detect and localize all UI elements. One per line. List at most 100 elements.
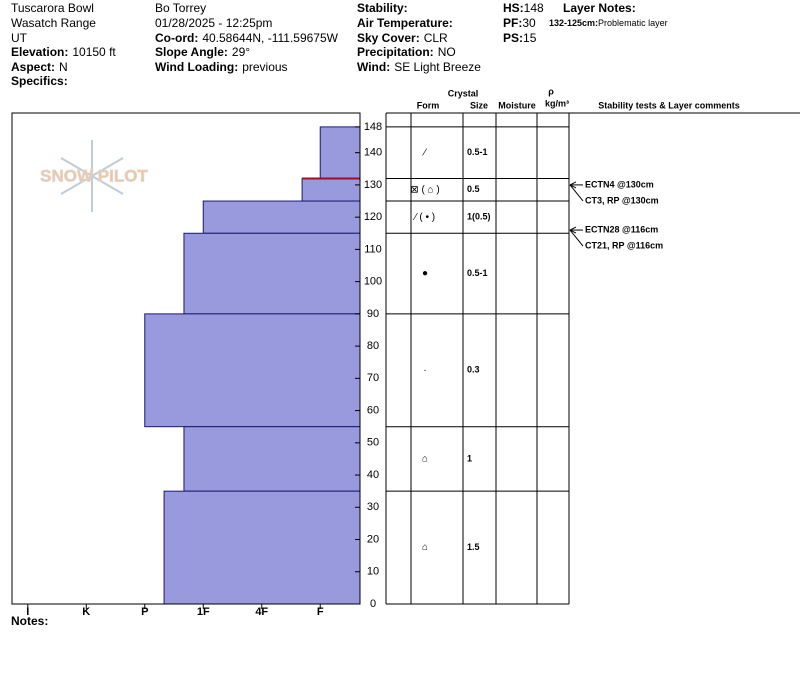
x-tick-label: 4F — [255, 606, 268, 618]
y-tick-label: 120 — [364, 211, 382, 223]
text-part: Stability: — [357, 1, 408, 15]
crystal-size: 0.5-1 — [467, 268, 488, 278]
text-part: Wind Loading: — [155, 60, 238, 74]
crystal-form: ⌂ — [422, 454, 428, 465]
text-part: N — [59, 60, 68, 74]
header-field: PS:15 — [503, 31, 537, 45]
y-tick-label: 10 — [367, 566, 379, 578]
text-part: 148 — [524, 1, 544, 15]
crystal-form: ⁄ — [421, 147, 427, 158]
crystal-size: 0.5 — [467, 184, 480, 194]
hardness-bar — [183, 426, 361, 492]
header-field: Specifics: — [11, 74, 68, 88]
text-part: Slope Angle: — [155, 45, 228, 59]
test-connector — [569, 184, 584, 202]
y-tick-label: 40 — [367, 469, 379, 481]
header-field: Air Temperature: — [357, 16, 453, 30]
text-part: Air Temperature: — [357, 16, 453, 30]
header-field: 01/28/2025 - 12:25pm — [155, 16, 272, 30]
text-part: Problematic layer — [598, 18, 668, 28]
crystal-size: 0.3 — [467, 365, 480, 375]
text-part: Aspect: — [11, 60, 55, 74]
y-tick-label: 110 — [364, 243, 382, 255]
y-tick-label: 50 — [367, 437, 379, 449]
y-tick-label: 100 — [364, 276, 382, 288]
notes-label: Notes: — [11, 614, 48, 628]
x-tick-label: I — [26, 606, 29, 618]
hardness-bar — [301, 177, 361, 202]
layer-note: 132-125cm:Problematic layer — [549, 18, 668, 28]
test-connector — [569, 229, 584, 247]
header-field: Sky Cover: CLR — [357, 31, 448, 45]
crystal-size: 1 — [467, 453, 472, 463]
header-field: PF:30 — [503, 16, 536, 30]
layer-notes-title: Layer Notes: — [563, 1, 636, 15]
header-field: Stability: — [357, 1, 408, 15]
header-field: UT — [11, 31, 28, 45]
logo — [60, 140, 124, 212]
header-field: Bo Torrey — [155, 1, 206, 15]
col-header: Stability tests & Layer comments — [598, 100, 740, 110]
header-field: Tuscarora Bowl — [11, 1, 94, 15]
text-part: previous — [242, 60, 287, 74]
col-header: Moisture — [498, 100, 536, 110]
crystal-size: 0.5-1 — [467, 147, 488, 157]
y-tick-label: 20 — [367, 533, 379, 545]
y-tick-label: 140 — [364, 147, 382, 159]
col-header: Form — [417, 100, 440, 110]
text-part: 29° — [232, 45, 250, 59]
text-part: Sky Cover: — [357, 31, 420, 45]
header-field: Elevation: 10150 ft — [11, 45, 116, 59]
text-part: PF: — [503, 16, 522, 30]
header-field: Wind: SE Light Breeze — [357, 60, 481, 74]
col-header: Size — [470, 100, 488, 110]
text-part: Co-ord: — [155, 31, 198, 45]
x-tick-label: P — [141, 606, 148, 618]
text-part: Precipitation: — [357, 45, 434, 59]
y-tick-label: 130 — [364, 179, 382, 191]
stability-test: ECTN4 @130cm — [585, 179, 654, 189]
crystal-form: ⁄ ( • ) — [412, 212, 435, 223]
hardness-bar — [144, 313, 361, 428]
text-part: Wind: — [357, 60, 390, 74]
crystal-size: 1(0.5) — [467, 212, 491, 222]
col-header: kg/m³ — [545, 98, 569, 108]
y-tick-label: 80 — [367, 340, 379, 352]
stability-test: CT21, RP @116cm — [585, 240, 663, 250]
text-part: 10150 ft — [72, 45, 116, 59]
crystal-form: · — [423, 365, 426, 376]
header-field: Wasatch Range — [11, 16, 96, 30]
text-part: 132-125cm: — [549, 18, 598, 28]
y-tick-label: 60 — [367, 404, 379, 416]
header-field: Co-ord: 40.58644N, -111.59675W — [155, 31, 339, 45]
header-field: Slope Angle: 29° — [155, 45, 250, 59]
text-part: HS: — [503, 1, 524, 15]
hardness-bar — [319, 126, 361, 179]
hardness-bar — [183, 232, 361, 315]
crystal-form: ● — [422, 268, 428, 279]
text-part: 15 — [523, 31, 537, 45]
y-tick-label: 0 — [370, 598, 376, 610]
y-tick-label: 30 — [367, 501, 379, 513]
crystal-form: ⌂ — [422, 542, 428, 553]
hardness-bar — [163, 490, 361, 605]
x-tick-label: K — [82, 606, 90, 618]
text-part: Elevation: — [11, 45, 68, 59]
y-tick-label: 148 — [364, 121, 382, 133]
col-header: ρ — [548, 86, 554, 96]
x-tick-label: 1F — [197, 606, 210, 618]
header-field: Precipitation: NO — [357, 45, 456, 59]
crystal-size: 1.5 — [467, 542, 480, 552]
y-tick-label: 70 — [367, 372, 379, 384]
x-tick-label: F — [317, 606, 324, 618]
header-field: Aspect: N — [11, 60, 68, 74]
text-part: 40.58644N, -111.59675W — [202, 31, 338, 45]
header-field: Wind Loading: previous — [155, 60, 288, 74]
text-part: NO — [438, 45, 456, 59]
header-field: HS:148 — [503, 1, 544, 15]
col-header: Crystal — [448, 88, 479, 98]
text-part: CLR — [424, 31, 448, 45]
stability-test: CT3, RP @130cm — [585, 195, 659, 205]
crystal-form: ⊠ ( ⌂ ) — [410, 184, 439, 195]
